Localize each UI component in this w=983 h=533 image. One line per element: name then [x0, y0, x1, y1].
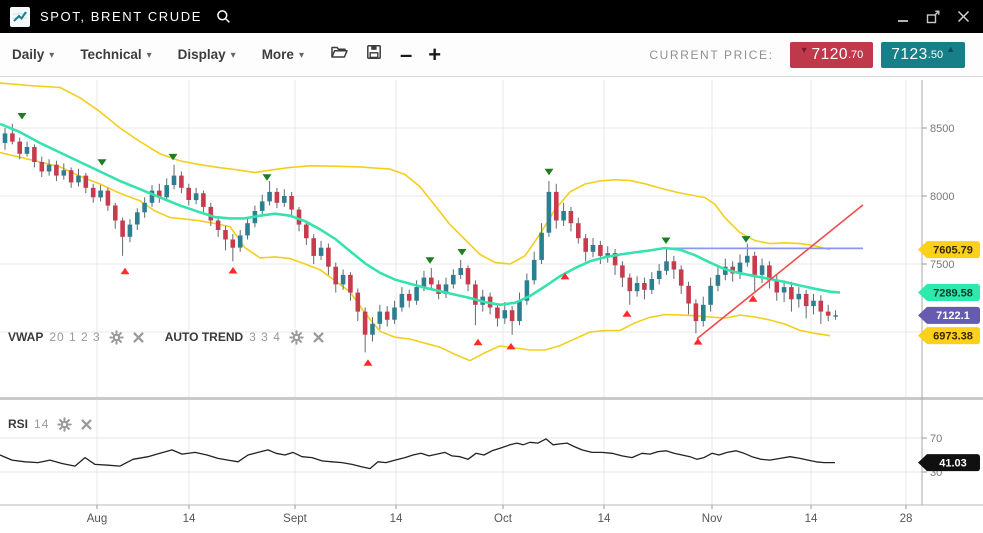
axes: [0, 80, 983, 509]
menu-technical[interactable]: Technical ▾: [80, 47, 151, 62]
save-chart-button[interactable]: [366, 44, 382, 65]
svg-text:14: 14: [390, 513, 403, 525]
svg-text:70: 70: [930, 433, 942, 445]
arrow-down-icon: ▼: [799, 44, 809, 55]
svg-text:7500: 7500: [930, 259, 954, 271]
chart-canvas[interactable]: Aug 14 Sept 14 Oct 14 Nov 14 2885008000750070307…: [0, 77, 983, 533]
indicator-autotrend: AUTO TREND 3 3 4: [164, 329, 325, 345]
current-price-label: CURRENT PRICE:: [649, 47, 774, 62]
bid-price-decimals: .70: [848, 48, 864, 61]
chevron-down-icon: ▾: [230, 50, 236, 61]
svg-text:Aug: Aug: [87, 513, 107, 525]
remove-indicator-icon[interactable]: [80, 418, 93, 431]
instrument-title: SPOT, BRENT CRUDE: [40, 9, 203, 24]
ask-price-badge: 7123 .50 ▲: [881, 41, 965, 68]
ask-price-value: 7123: [891, 45, 928, 63]
search-icon[interactable]: [216, 9, 231, 24]
indicator-rsi: RSI 14: [8, 416, 93, 432]
bid-price-badge: ▼ 7120 .70: [789, 41, 874, 68]
svg-text:28: 28: [900, 513, 913, 525]
gridlines: [0, 80, 922, 505]
rsi-panel-indicator-labels: RSI 14: [8, 416, 93, 432]
trend-line-drawing[interactable]: [696, 204, 864, 340]
bid-price-value: 7120: [811, 45, 848, 63]
chevron-down-icon: ▾: [49, 50, 55, 61]
settings-gear-icon[interactable]: [108, 329, 124, 345]
indicator-vwap-params: 20 1 2 3: [49, 330, 101, 344]
ask-price-decimals: .50: [927, 48, 944, 61]
buy-signal-markers: [120, 266, 758, 366]
menu-technical-label: Technical: [80, 47, 142, 62]
menu-timeframe-label: Daily: [12, 47, 45, 62]
main-panel-indicator-labels: VWAP 20 1 2 3 AUTO TREND 3 3 4: [8, 329, 325, 345]
svg-text:Sept: Sept: [283, 513, 307, 525]
chevron-down-icon: ▾: [146, 50, 152, 61]
sell-signal-markers: [17, 113, 751, 264]
candlestick-layer: [2, 123, 838, 353]
zoom-in-button[interactable]: +: [428, 41, 442, 67]
indicator-rsi-params: 14: [34, 417, 50, 431]
svg-text:14: 14: [805, 513, 818, 525]
menu-more[interactable]: More ▾: [262, 47, 304, 62]
svg-text:8000: 8000: [930, 191, 954, 203]
svg-text:8500: 8500: [930, 123, 954, 135]
svg-text:7289.58: 7289.58: [933, 287, 973, 299]
menu-display[interactable]: Display ▾: [178, 47, 236, 62]
vwap-line: [0, 122, 841, 307]
indicator-autotrend-params: 3 3 4: [249, 330, 281, 344]
minimize-button[interactable]: [893, 7, 913, 27]
indicator-autotrend-name: AUTO TREND: [164, 330, 244, 344]
indicator-vwap-name: VWAP: [8, 330, 44, 344]
svg-text:7122.1: 7122.1: [936, 310, 970, 322]
svg-text:14: 14: [598, 513, 611, 525]
app-logo-icon: [10, 6, 30, 27]
price-tags: 7605.79 7289.58 7122.1 6973.38 41.03: [918, 241, 980, 472]
svg-text:14: 14: [183, 513, 196, 525]
bollinger-bands: [0, 82, 831, 362]
open-chart-button[interactable]: [330, 44, 348, 65]
menu-timeframe[interactable]: Daily ▾: [12, 47, 54, 62]
rsi-line: [0, 438, 835, 470]
remove-indicator-icon[interactable]: [312, 331, 325, 344]
folder-open-icon: [330, 44, 348, 65]
window-controls: [893, 7, 973, 27]
svg-text:7605.79: 7605.79: [933, 244, 973, 256]
floppy-save-icon: [366, 44, 382, 65]
menu-more-label: More: [261, 47, 294, 62]
chevron-down-icon: ▾: [298, 50, 304, 61]
restore-button[interactable]: [923, 7, 943, 27]
settings-gear-icon[interactable]: [289, 329, 304, 345]
toolbar: Daily ▾ Technical ▾ Display ▾ More ▾ – +: [0, 33, 983, 77]
indicator-vwap: VWAP 20 1 2 3: [8, 329, 145, 345]
svg-text:41.03: 41.03: [939, 457, 967, 469]
remove-indicator-icon[interactable]: [132, 331, 145, 344]
indicator-rsi-name: RSI: [8, 417, 29, 431]
svg-text:Nov: Nov: [702, 513, 723, 525]
titlebar: SPOT, BRENT CRUDE: [0, 0, 983, 33]
menu-display-label: Display: [177, 47, 226, 62]
settings-gear-icon[interactable]: [57, 416, 73, 432]
zoom-out-button[interactable]: –: [399, 41, 413, 67]
svg-text:Oct: Oct: [494, 513, 513, 525]
arrow-up-icon: ▲: [946, 43, 955, 54]
close-button[interactable]: [953, 7, 973, 27]
svg-text:6973.38: 6973.38: [933, 330, 973, 342]
